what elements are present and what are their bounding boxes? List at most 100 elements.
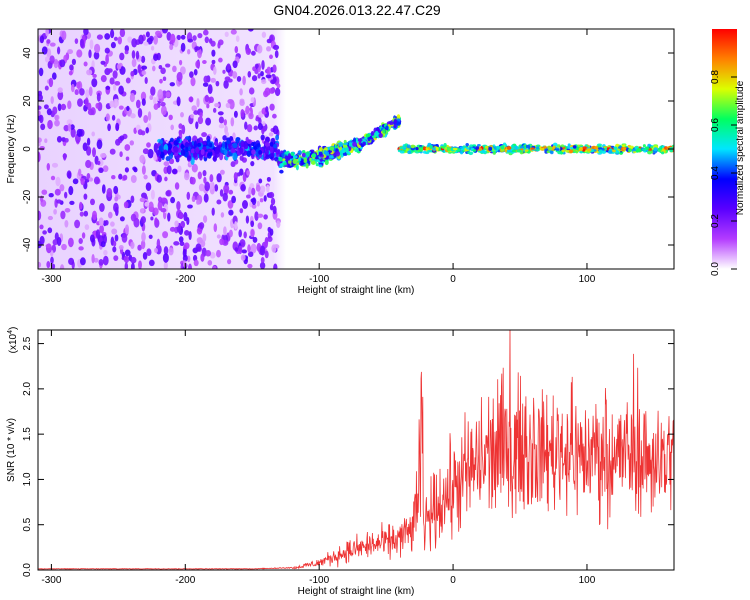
spectrogram-cell [259,185,266,194]
spectrogram-cell [162,76,167,81]
spectrogram-cell [178,212,184,220]
spectrogram-cell [242,200,248,209]
spectrogram-cell [110,29,115,39]
spectrogram-cell [572,145,577,149]
snr-y-tick-label: 1.5 [22,427,33,441]
spectrogram-cell [631,148,637,152]
spectrogram-cell [141,55,146,64]
spectrogram-cell [54,114,60,121]
spectrogram-cell [357,138,363,142]
spectrogram-cell [418,147,424,152]
spectrogram-cell [83,210,89,217]
spectrogram-cell [196,227,203,235]
spectrogram-cell [218,123,225,129]
spectrogram-cell [245,105,250,115]
spectrogram-cell [158,64,163,70]
spectrogram-cell [250,220,255,228]
spectrogram-cell [139,154,146,164]
spectrogram-cell [43,104,49,110]
spectrogram-cell [478,147,482,152]
spectrogram-cell [46,39,51,44]
spectrogram-cell [166,165,172,175]
spectrogram-cell [38,94,43,102]
spectrogram-cell [187,38,194,43]
spectrogram-cell [113,202,119,213]
spectrogram-cell [342,152,347,157]
spectrogram-cell [227,200,234,209]
spectrogram-cell [561,149,565,153]
spectrogram-cell [159,151,165,159]
spectrogram-cell [88,86,93,97]
spectrogram-cell [210,40,216,47]
spectrogram-cell [272,113,277,119]
spectrogram-cell [85,159,92,169]
spectrogram-cell [295,164,299,171]
spectrogram-cell [129,140,135,146]
spectrogram-cell [49,42,56,47]
spectrogram-cell [184,230,190,236]
spectrogram-cell [206,148,212,153]
spectrogram-cell [79,38,85,48]
snr-series-line [38,330,674,570]
spectrogram-cell [228,141,233,150]
spectrogram-cell [287,160,293,164]
spectrogram-cell [79,257,86,266]
spectrogram-cell [153,103,159,110]
spectrogram-cell [68,70,73,76]
spectrogram-cell [207,84,213,95]
spectrogram-cell [114,234,119,242]
spectrogram-cell [279,163,284,167]
spectrogram-cell [141,232,146,242]
spectrogram-cell [192,35,197,41]
spectrogram-cell [137,129,143,136]
spectrogram-cell [38,261,42,268]
spectrogram-cell [78,237,83,245]
spectrogram-cell [234,247,239,252]
spectrogram-cell [216,173,222,183]
spectrogram-cell [272,205,277,215]
spectrogram-cell [204,94,210,103]
spectrogram-cell [611,149,616,153]
spectrogram-cell [57,87,63,93]
spectrogram-cell [53,58,59,69]
spectrogram-cell [250,243,257,254]
spectrogram-cell [211,59,216,65]
spectrogram-cell [150,189,155,200]
spectrogram-cell [510,144,515,150]
spectrogram-cell [284,155,289,160]
spectrogram-cell [183,211,188,222]
snr-x-ticks: -300 -200 -100 0 100 [41,330,596,586]
spectrogram-y-tick-label: -20 [22,189,33,204]
spectrogram-cell [74,89,79,96]
spectrogram-cell [92,73,97,78]
spectrogram-cell [232,142,238,149]
spectrogram-cell [594,146,599,150]
spectrogram-cell [396,114,401,120]
spectrogram-cell [64,137,69,143]
spectrogram-cell [54,188,61,196]
spectrogram-cell [206,139,211,147]
spectrogram-y-tick-label: 40 [22,47,33,59]
spectrogram-cell [124,45,130,52]
spectrogram-cell [257,73,261,79]
spectrogram-cell [110,41,116,49]
snr-y-tick-label: 2.5 [22,336,33,350]
spectrogram-cell [149,35,154,42]
spectrogram-cell [170,33,176,44]
spectrogram-cell [278,156,283,162]
spectrogram-cell [348,142,353,147]
spectrogram-cell [276,220,281,229]
spectrogram-cell [127,36,133,43]
spectrogram-cell [214,141,218,147]
spectrogram-cell [516,149,522,153]
spectrogram-cell [89,234,95,243]
spectrogram-cell [56,237,62,246]
spectrogram-cell [69,64,74,71]
spectrogram-cell [203,176,207,184]
spectrogram-cell [247,251,254,258]
spectrogram-cell [52,106,58,115]
spectrogram-cell [66,119,73,126]
spectrogram-cell [180,143,184,150]
spectrogram-cell [157,89,164,100]
spectrogram-cell [415,146,419,151]
